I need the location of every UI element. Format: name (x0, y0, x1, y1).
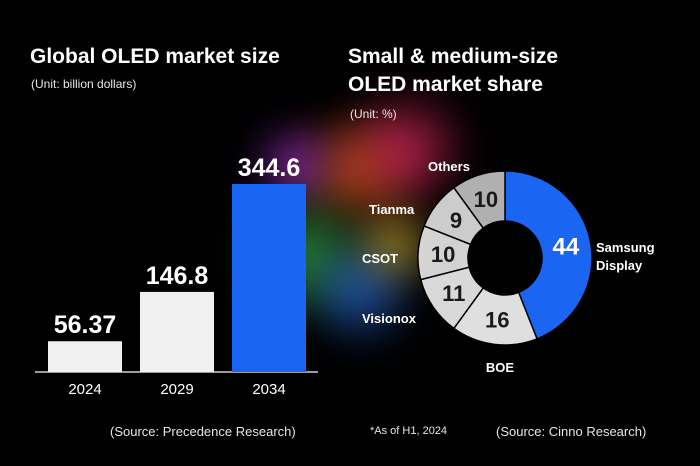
donut-category-label: Tianma (369, 202, 415, 217)
donut-category-label: CSOT (362, 251, 398, 266)
bar (140, 291, 214, 372)
bar-value-label: 146.8 (146, 262, 209, 290)
donut-slice (452, 170, 506, 230)
bar (232, 184, 306, 372)
bar-category-label: 2034 (252, 381, 285, 398)
bar-chart-unit: (Unit: billion dollars) (31, 77, 137, 91)
donut-chart-note: *As of H1, 2024 (370, 425, 448, 437)
donut-chart-title: Small & medium-size OLED market share (348, 43, 608, 99)
donut-value-label: 9 (450, 208, 462, 233)
donut-value-label: 11 (442, 281, 465, 306)
bar-category-label: 2024 (68, 381, 101, 398)
donut-value-label: 16 (485, 308, 509, 333)
bar (48, 341, 122, 372)
donut-value-label: 44 (553, 233, 580, 260)
donut-category-label: BOE (486, 360, 515, 375)
donut-category-label: Visionox (362, 311, 417, 326)
donut-chart-source: (Source: Cinno Research) (496, 424, 647, 439)
bar-category-label: 2029 (160, 381, 193, 398)
donut-chart-unit: (Unit: %) (350, 107, 397, 121)
donut-category-label: Others (428, 159, 470, 174)
bar-chart-source: (Source: Precedence Research) (110, 424, 296, 439)
bar-value-label: 56.37 (54, 311, 117, 339)
bar-chart-title: Global OLED market size (30, 45, 280, 68)
donut-slice (504, 170, 593, 340)
donut-title-line1: Small & medium-size (348, 45, 559, 68)
bar-value-label: 344.6 (238, 154, 301, 182)
donut-category-label: Samsung (596, 240, 655, 255)
donut-value-label: 10 (431, 242, 455, 267)
donut-category-label: Display (596, 258, 643, 273)
donut-title-line2: OLED market share (348, 73, 543, 96)
donut-value-label: 10 (474, 187, 498, 212)
